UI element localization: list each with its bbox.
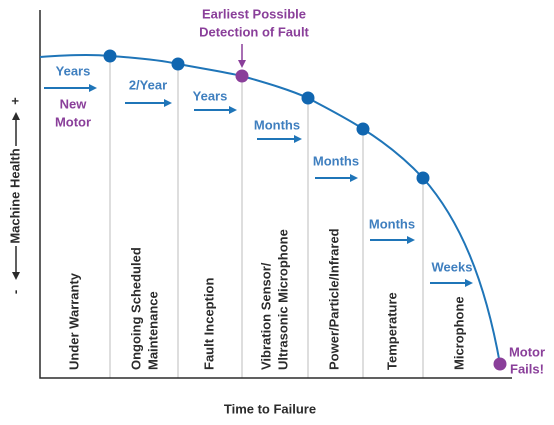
- stage-label: Temperature: [384, 292, 399, 370]
- y-axis-label: Machine Health: [7, 148, 22, 243]
- stage-label: Ongoing Scheduled: [128, 247, 143, 370]
- stage-label: Fault Inception: [201, 278, 216, 371]
- stage-label: Maintenance: [145, 291, 160, 370]
- y-axis-plus: +: [7, 97, 22, 105]
- curve-points: [103, 49, 430, 185]
- interval-label: 2/Year: [129, 77, 167, 92]
- interval-label: Months: [313, 153, 359, 168]
- interval-label: Weeks: [432, 259, 473, 274]
- dividers: [109, 56, 424, 378]
- interval-label: Months: [369, 216, 415, 231]
- x-axis-label: Time to Failure: [224, 401, 316, 416]
- interval-label: Years: [56, 63, 91, 78]
- start-annotation: New: [60, 96, 88, 111]
- point: [301, 91, 315, 105]
- detection-annotation: Earliest Possible: [202, 6, 306, 21]
- failure-point: [493, 357, 507, 371]
- interval-label: Months: [254, 117, 300, 132]
- stage-label: Ultrasonic Microphone: [275, 229, 290, 370]
- stage-label: Vibration Sensor/: [258, 262, 273, 370]
- pf-curve: [39, 54, 501, 365]
- point: [171, 57, 185, 71]
- detection-point: [235, 69, 249, 83]
- point: [103, 49, 117, 63]
- y-axis-minus: -: [7, 290, 22, 294]
- detection-annotation: Detection of Fault: [199, 24, 309, 39]
- interval-label: Years: [193, 88, 228, 103]
- stage-label: Power/Particle/Infrared: [326, 228, 341, 370]
- end-annotation: Fails!: [510, 361, 544, 376]
- start-annotation: Motor: [55, 114, 91, 129]
- end-annotation: Motor: [509, 344, 545, 359]
- stage-label: Microphone: [451, 296, 466, 370]
- axes: [39, 10, 512, 379]
- point: [416, 171, 430, 185]
- stage-label: Under Warranty: [66, 272, 81, 370]
- point: [356, 122, 370, 136]
